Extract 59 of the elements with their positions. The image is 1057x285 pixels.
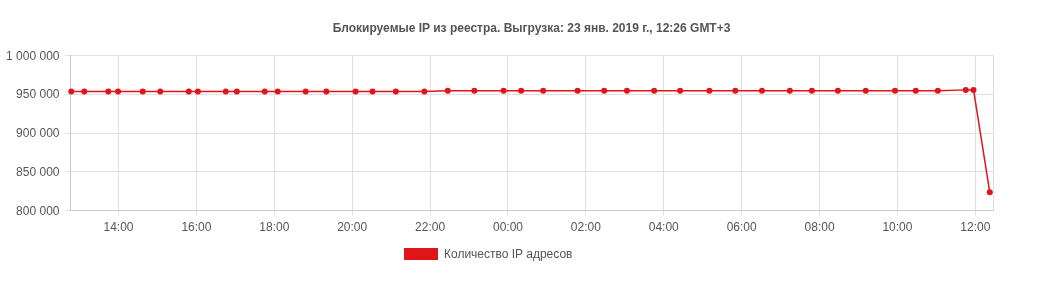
- point: [444, 87, 451, 94]
- y-tick-label: 950 000: [16, 87, 60, 102]
- y-tick-label: 1 000 000: [6, 48, 60, 63]
- point: [81, 88, 88, 95]
- point: [970, 86, 977, 93]
- point: [105, 88, 112, 95]
- point: [706, 87, 713, 94]
- point: [651, 87, 658, 94]
- point: [574, 87, 581, 94]
- legend-label: Количество IP адресов: [444, 247, 573, 261]
- x-tick-label: 22:00: [415, 219, 446, 234]
- x-tick-label: 12:00: [960, 219, 991, 234]
- point: [274, 88, 281, 95]
- point: [421, 88, 428, 95]
- point: [912, 87, 919, 94]
- point: [302, 88, 309, 95]
- point: [323, 88, 330, 95]
- point: [986, 189, 993, 196]
- x-tick-label: 02:00: [570, 219, 602, 234]
- point: [623, 87, 630, 94]
- point: [352, 88, 359, 95]
- point: [758, 87, 765, 94]
- point: [500, 87, 507, 94]
- point: [369, 88, 376, 95]
- point: [261, 88, 268, 95]
- point: [677, 87, 684, 94]
- point: [194, 88, 201, 95]
- point: [786, 87, 793, 94]
- point: [185, 88, 192, 95]
- x-tick-label: 14:00: [103, 219, 134, 234]
- x-tick-label: 10:00: [882, 219, 913, 234]
- point: [601, 87, 608, 94]
- point: [808, 87, 815, 94]
- x-tick-label: 00:00: [492, 219, 524, 234]
- y-tick-label: 850 000: [16, 164, 60, 179]
- point: [222, 88, 229, 95]
- x-tick-label: 04:00: [648, 219, 680, 234]
- point: [518, 87, 525, 94]
- point: [962, 86, 969, 93]
- x-tick-label: 18:00: [259, 219, 290, 234]
- point: [233, 88, 240, 95]
- x-tick-label: 20:00: [337, 219, 368, 234]
- point: [862, 87, 869, 94]
- chart-title: Блокируемые IP из реестра. Выгрузка: 23 янв. 2019 г., 12:26 GMT+3: [332, 21, 731, 35]
- point: [732, 87, 739, 94]
- point: [139, 88, 146, 95]
- y-tick-label: 900 000: [16, 126, 60, 140]
- point: [471, 87, 478, 94]
- point: [392, 88, 399, 95]
- x-tick-label: 16:00: [181, 219, 212, 234]
- x-tick-label: 08:00: [804, 219, 835, 234]
- point: [540, 87, 547, 94]
- point: [891, 87, 898, 94]
- x-tick-label: 06:00: [726, 219, 757, 234]
- y-tick-label: 800 000: [16, 203, 60, 218]
- point: [934, 87, 941, 94]
- point: [157, 88, 164, 95]
- point: [115, 88, 122, 95]
- point: [834, 87, 841, 94]
